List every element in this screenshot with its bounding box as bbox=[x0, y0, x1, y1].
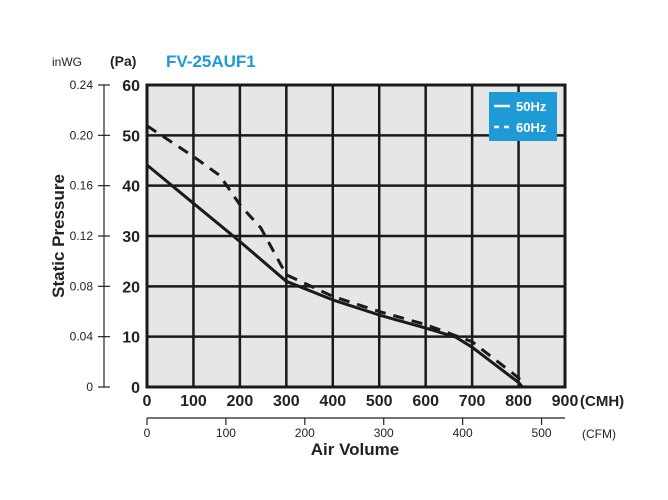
x-tick-label: 100 bbox=[180, 393, 207, 410]
y2-tick-label: 0.12 bbox=[70, 229, 94, 243]
x-unit-label: (CMH) bbox=[580, 393, 624, 410]
y-tick-label: 60 bbox=[122, 78, 140, 95]
series-line-60hz bbox=[146, 124, 527, 388]
x-tick-label: 500 bbox=[366, 393, 393, 410]
y-tick-label: 50 bbox=[122, 128, 140, 145]
x2-tick-label: 500 bbox=[532, 426, 552, 440]
y2-tick-label: 0.08 bbox=[70, 279, 94, 293]
x-tick-label: 600 bbox=[412, 393, 439, 410]
y2-unit-label: inWG bbox=[52, 55, 82, 69]
tick-labels: 0 100 200 300 400 500 600 700 800 900010203040506… bbox=[70, 78, 579, 440]
y2-tick-label: 0 bbox=[86, 380, 93, 394]
x-tick-label: 700 bbox=[459, 393, 486, 410]
series-lines bbox=[146, 124, 527, 388]
x-tick-label: 300 bbox=[273, 393, 300, 410]
x-tick-label: 0 bbox=[143, 393, 152, 410]
y-axis-label: Static Pressure bbox=[49, 174, 68, 298]
y-unit-label: (Pa) bbox=[110, 53, 136, 69]
y-tick-label: 10 bbox=[122, 330, 140, 347]
x2-tick-label: 400 bbox=[453, 426, 473, 440]
x-tick-label: 200 bbox=[227, 393, 254, 410]
y-tick-label: 0 bbox=[131, 380, 140, 397]
y-tick-label: 40 bbox=[122, 179, 140, 196]
x2-unit-label: (CFM) bbox=[582, 427, 616, 441]
x-tick-label: 800 bbox=[505, 393, 532, 410]
legend-box bbox=[489, 92, 557, 141]
x-tick-label: 400 bbox=[319, 393, 346, 410]
chart-title: FV-25AUF1 bbox=[166, 52, 256, 71]
x2-tick-label: 0 bbox=[144, 426, 151, 440]
legend-50hz-label: 50Hz bbox=[516, 99, 547, 114]
legend: 50Hz 60Hz bbox=[489, 92, 557, 141]
y-tick-label: 20 bbox=[122, 279, 140, 296]
y-tick-label: 30 bbox=[122, 229, 140, 246]
x-tick-label: 900 bbox=[552, 393, 579, 410]
y2-tick-label: 0.16 bbox=[70, 179, 94, 193]
y2-tick-label: 0.20 bbox=[70, 128, 94, 142]
series-line-50hz bbox=[146, 163, 524, 388]
x2-tick-label: 300 bbox=[374, 426, 394, 440]
y2-tick-label: 0.04 bbox=[70, 330, 94, 344]
y2-tick-label: 0.24 bbox=[70, 78, 94, 92]
x2-tick-label: 100 bbox=[216, 426, 236, 440]
x-axis-label: Air Volume bbox=[311, 440, 399, 459]
legend-60hz-label: 60Hz bbox=[516, 120, 547, 135]
plot-frame bbox=[145, 83, 567, 389]
x2-tick-label: 200 bbox=[295, 426, 315, 440]
